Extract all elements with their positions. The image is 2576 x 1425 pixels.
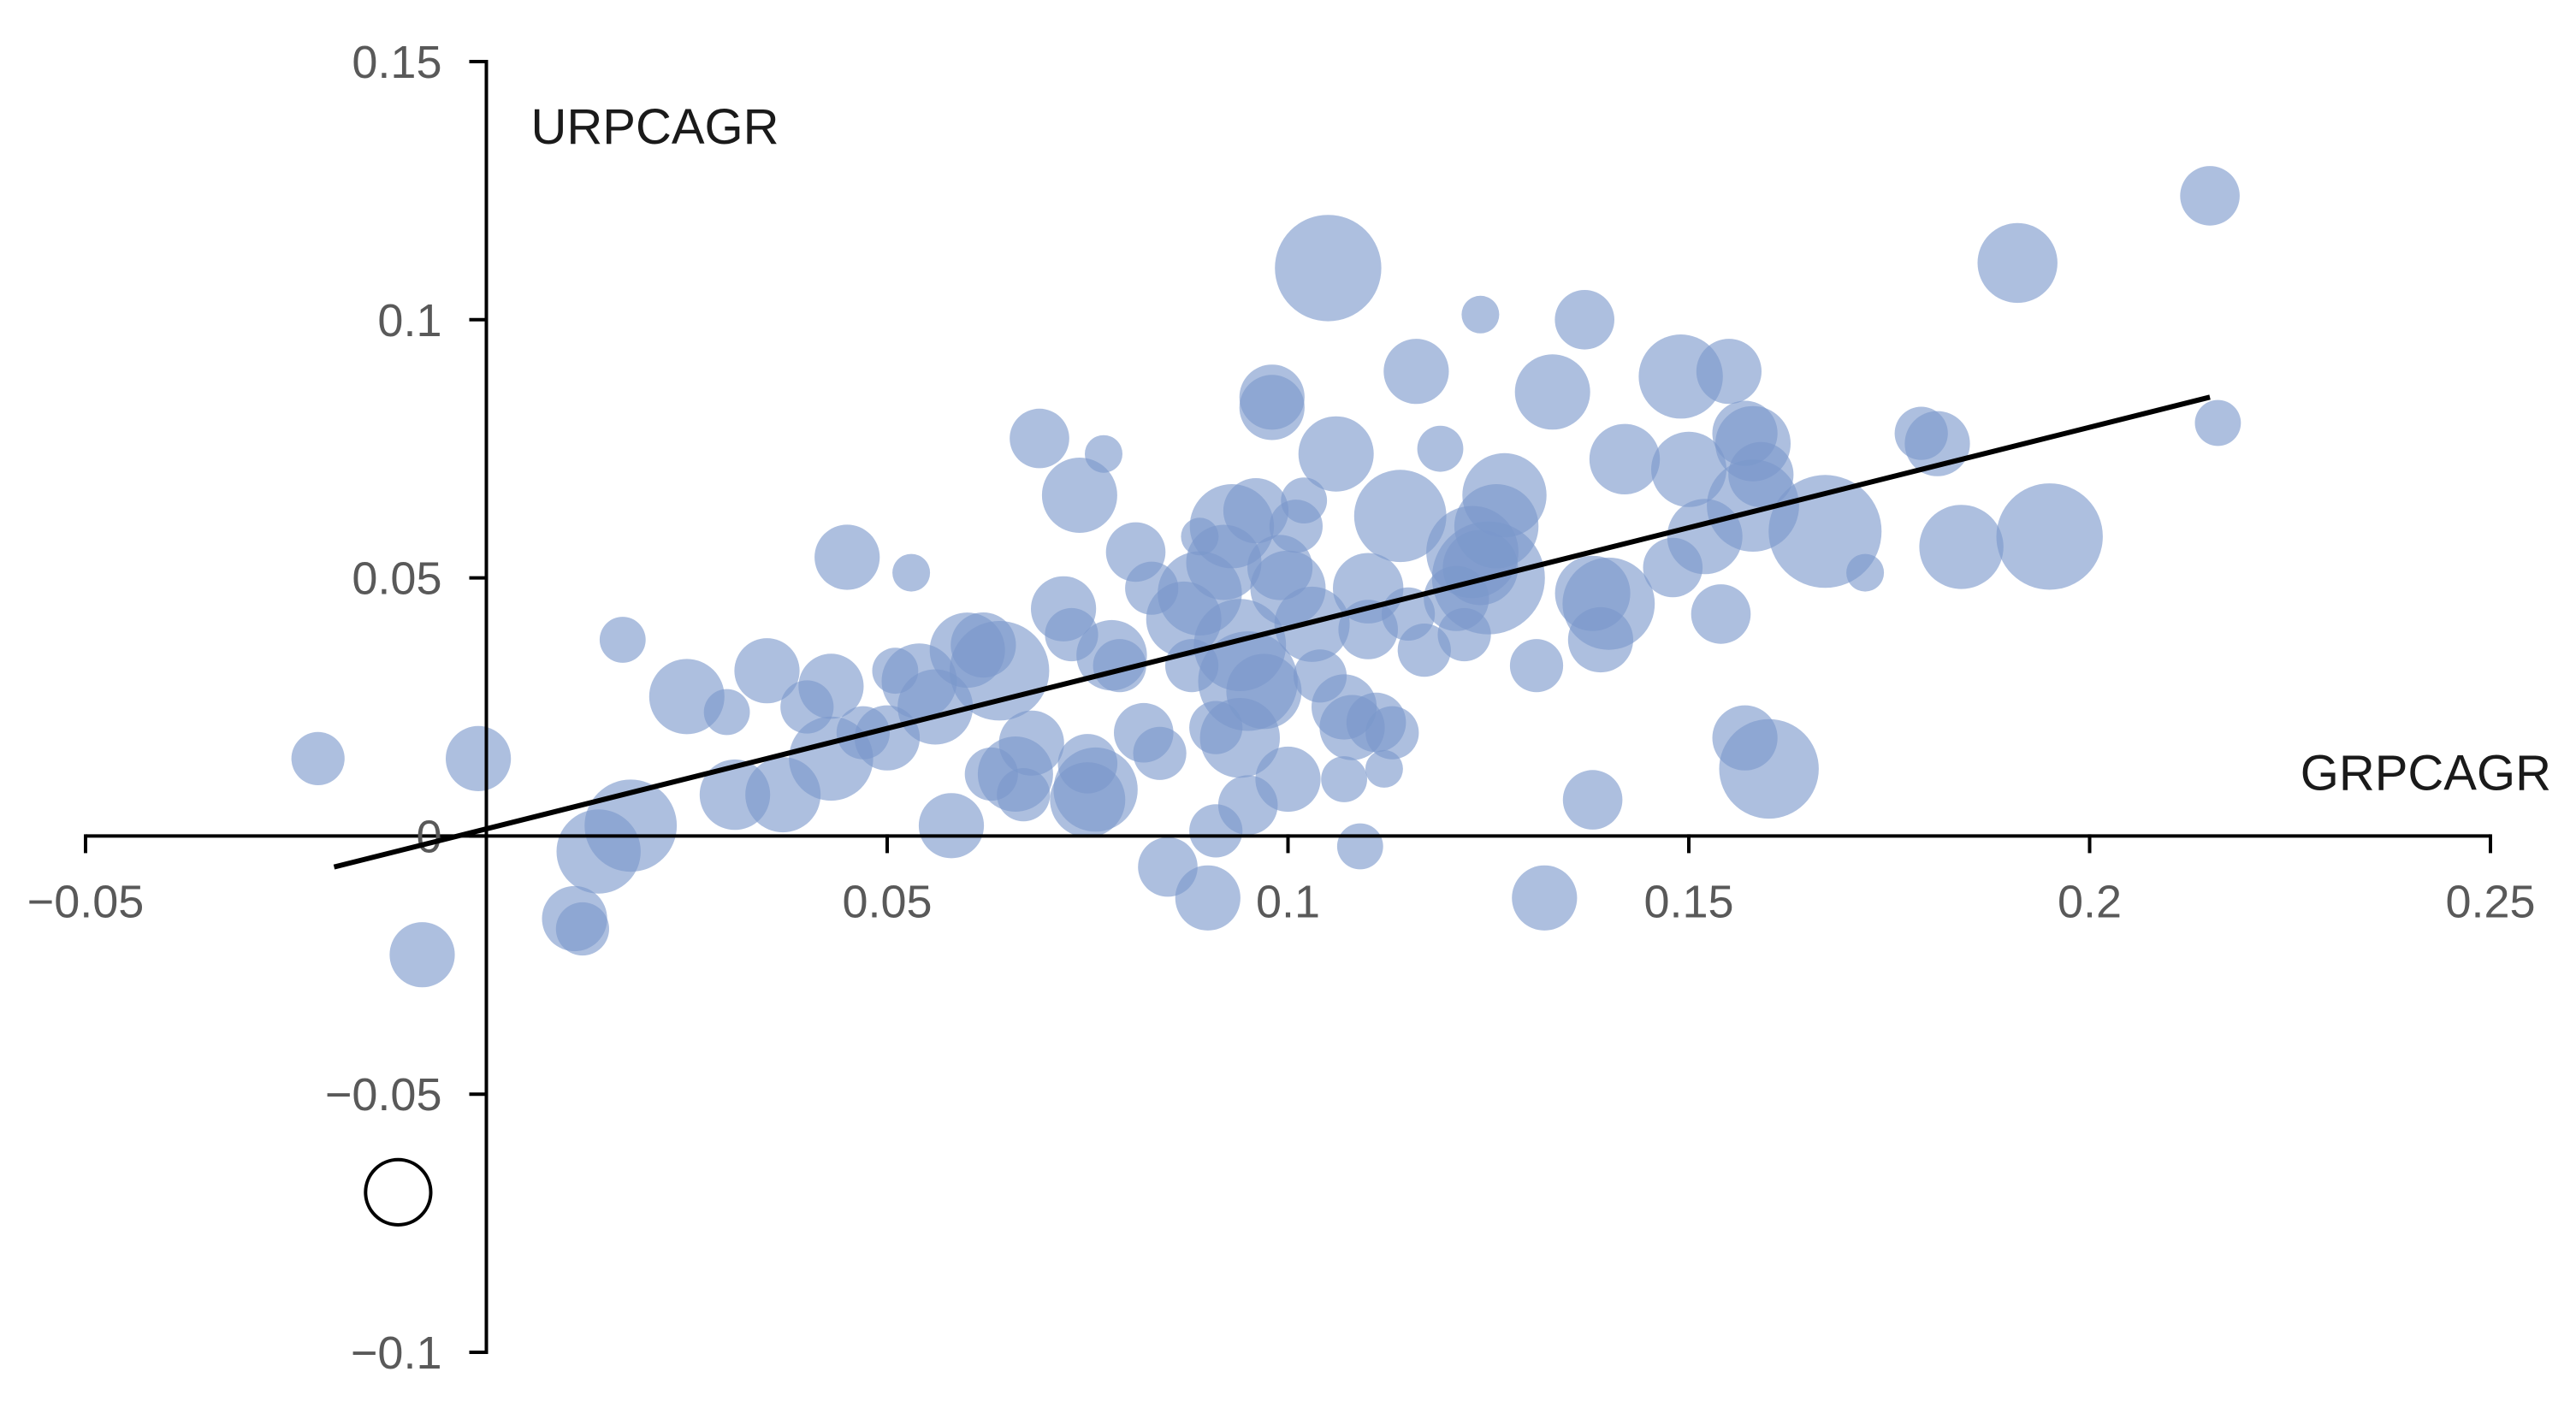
- data-point: [1298, 416, 1374, 492]
- data-point: [1365, 706, 1419, 760]
- data-point: [1719, 718, 1819, 819]
- data-point: [1977, 222, 2058, 304]
- data-point: [1462, 452, 1547, 538]
- trend-line: [333, 394, 2211, 870]
- data-point: [389, 922, 455, 988]
- data-point: [1846, 553, 1885, 592]
- data-point: [584, 779, 678, 872]
- data-point: [1041, 458, 1117, 533]
- x-tick-label: 0.05: [842, 876, 932, 927]
- data-point: [950, 621, 1050, 721]
- data-point: [1365, 749, 1403, 788]
- data-point: [1461, 295, 1500, 334]
- data-point: [1010, 408, 1069, 469]
- data-point: [1696, 339, 1762, 405]
- y-axis-title: URPCAGR: [531, 99, 779, 155]
- data-point: [918, 793, 985, 859]
- data-point: [1397, 624, 1451, 677]
- data-point: [1514, 354, 1590, 430]
- data-point: [997, 768, 1051, 822]
- y-tick-label: 0.15: [352, 37, 441, 88]
- data-point: [734, 638, 800, 704]
- data-point: [291, 731, 345, 786]
- data-point: [1562, 770, 1623, 830]
- x-axis-ticks: −0.05 0.05 0.1 0.15 0.2 0.25: [27, 834, 2536, 927]
- y-tick-label: 0.1: [377, 295, 441, 346]
- y-tick-label: 0.05: [352, 553, 441, 605]
- data-point: [555, 902, 610, 956]
- y-tick-label: 0: [416, 811, 441, 862]
- data-point: [1175, 865, 1241, 931]
- data-point: [998, 710, 1064, 776]
- x-axis-title: GRPCAGR: [2301, 745, 2551, 801]
- data-point: [1336, 823, 1383, 870]
- data-point: [1239, 375, 1305, 441]
- y-tick-label: −0.05: [325, 1069, 442, 1120]
- data-point: [2180, 166, 2240, 226]
- data-point: [1728, 441, 1794, 508]
- data-point: [1554, 290, 1614, 350]
- data-point: [1509, 639, 1564, 693]
- bubble-layer: [291, 166, 2241, 988]
- outlier-point: [364, 1157, 433, 1227]
- data-point: [1512, 865, 1578, 931]
- x-tick-label: 0.2: [2058, 876, 2122, 927]
- x-tick-label: 0.15: [1643, 876, 1733, 927]
- data-point: [1275, 215, 1382, 322]
- data-point: [1093, 639, 1146, 693]
- x-tick-label: −0.05: [27, 876, 145, 927]
- data-point: [1651, 431, 1726, 507]
- data-point: [446, 725, 512, 792]
- data-point: [1353, 470, 1447, 563]
- data-point: [892, 553, 931, 592]
- data-point: [1589, 423, 1661, 494]
- data-point: [1996, 483, 2103, 590]
- data-point: [1321, 756, 1367, 802]
- data-point: [1281, 477, 1328, 523]
- data-point: [1255, 746, 1321, 813]
- x-tick-label: 0.1: [1256, 876, 1320, 927]
- data-point: [1383, 339, 1449, 405]
- data-point: [1919, 505, 2004, 589]
- data-point: [1691, 584, 1751, 644]
- x-tick-label: 0.25: [2445, 876, 2535, 927]
- data-point: [1226, 653, 1302, 730]
- data-point: [1053, 747, 1138, 832]
- data-point: [1085, 435, 1122, 473]
- y-tick-label: −0.1: [351, 1327, 442, 1379]
- data-point: [2194, 399, 2241, 446]
- y-axis-ticks: 0.15 0.1 0.05 0 −0.05 −0.1: [325, 37, 489, 1379]
- data-point: [798, 653, 864, 719]
- data-point: [1133, 726, 1187, 780]
- data-point: [703, 689, 750, 736]
- data-point: [1562, 557, 1655, 650]
- data-point: [814, 524, 880, 590]
- data-point: [599, 617, 646, 663]
- data-point: [1417, 425, 1464, 472]
